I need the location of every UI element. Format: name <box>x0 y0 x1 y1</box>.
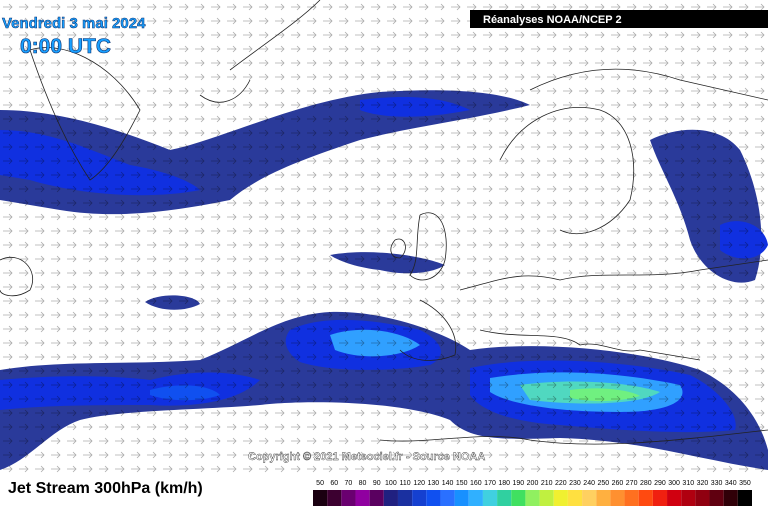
scale-label: 110 <box>399 480 410 487</box>
scale-swatch <box>397 490 413 506</box>
scale-label: 130 <box>428 480 440 487</box>
scale-label: 330 <box>711 480 723 487</box>
scale-label: 210 <box>541 480 553 487</box>
scale-label: 340 <box>725 480 737 487</box>
scale-label: 120 <box>413 480 425 487</box>
scale-swatch <box>341 490 356 506</box>
scale-label: 100 <box>385 480 397 487</box>
scale-label: 200 <box>527 480 539 487</box>
scale-swatch <box>355 490 370 506</box>
scale-label: 150 <box>456 480 468 487</box>
scale-swatch <box>567 490 583 506</box>
scale-label: 90 <box>373 480 381 487</box>
scale-label: 190 <box>512 480 524 487</box>
scale-swatch <box>525 490 540 506</box>
time-text: 0:00 UTC <box>20 35 111 58</box>
scale-swatch <box>737 490 752 506</box>
scale-swatch <box>553 490 568 506</box>
date-text: Vendredi 3 mai 2024 <box>2 15 146 32</box>
scale-swatch <box>412 490 427 506</box>
source-text: Réanalyses NOAA/NCEP 2 <box>483 14 622 26</box>
scale-swatch <box>468 490 483 506</box>
scale-label: 220 <box>555 480 567 487</box>
scale-label: 140 <box>442 480 454 487</box>
scale-label: 230 <box>569 480 581 487</box>
scale-swatch <box>681 490 696 506</box>
scale-swatch <box>383 490 398 506</box>
scale-swatch <box>327 490 342 506</box>
scale-label: 180 <box>498 480 510 487</box>
scale-swatch <box>596 490 611 506</box>
scale-swatch <box>624 490 639 506</box>
scale-swatch <box>582 490 597 506</box>
scale-swatch <box>539 490 554 506</box>
scale-label: 280 <box>640 480 652 487</box>
scale-swatch <box>426 490 441 506</box>
copyright: Copyright © 2021 Meteociel.fr - Source N… <box>248 451 485 463</box>
scale-swatch <box>313 490 328 506</box>
scale-swatch <box>497 490 512 506</box>
scale-label: 310 <box>682 480 694 487</box>
color-scale: 50 60 70 80 90 100 110 120 130 140 150 160 170 180 190… <box>313 480 752 506</box>
scale-swatch <box>638 490 653 506</box>
scale-label: 270 <box>626 480 638 487</box>
scale-swatch <box>369 490 384 506</box>
scale-label: 250 <box>597 480 609 487</box>
scale-label: 160 <box>470 480 482 487</box>
scale-label: 240 <box>583 480 595 487</box>
scale-swatch <box>723 490 738 506</box>
scale-label: 300 <box>668 480 680 487</box>
scale-label: 170 <box>484 480 496 487</box>
scale-label: 350 <box>739 480 751 487</box>
scale-label: 320 <box>697 480 709 487</box>
scale-label: 60 <box>330 480 338 487</box>
scale-swatch <box>709 490 724 506</box>
scale-label: 50 <box>316 480 324 487</box>
coastlines <box>0 0 768 445</box>
source-banner <box>470 10 768 28</box>
scale-swatch <box>440 490 455 506</box>
scale-swatch <box>482 490 498 506</box>
scale-swatch <box>454 490 469 506</box>
scale-swatch <box>652 490 668 506</box>
scale-swatch <box>511 490 526 506</box>
scale-swatch <box>610 490 625 506</box>
scale-swatch <box>667 490 682 506</box>
scale-label: 290 <box>654 480 666 487</box>
scale-label: 80 <box>359 480 367 487</box>
scale-swatch <box>695 490 710 506</box>
scale-label: 260 <box>612 480 624 487</box>
scale-label: 70 <box>345 480 353 487</box>
footer-title: Jet Stream 300hPa (km/h) <box>8 480 203 497</box>
